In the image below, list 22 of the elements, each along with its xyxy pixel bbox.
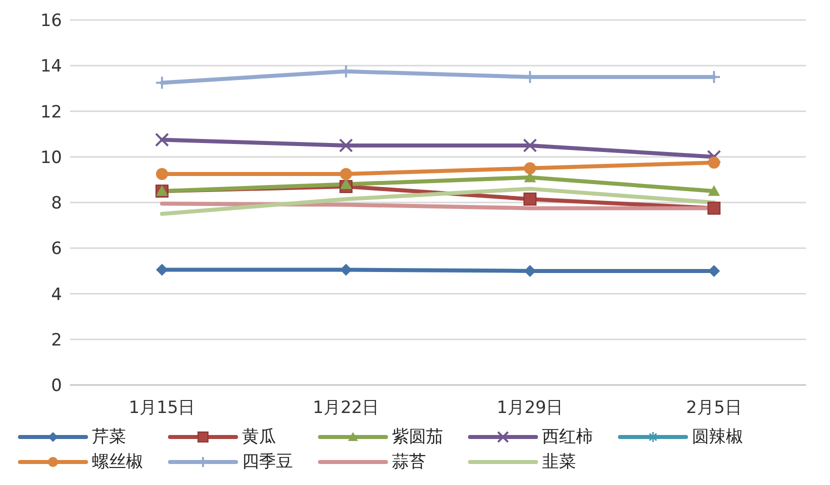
- x-tick-label: 2月5日: [686, 398, 742, 418]
- x-tick-label: 1月22日: [312, 398, 380, 418]
- legend-label: 圆辣椒: [692, 426, 743, 448]
- legend-label: 芹菜: [92, 426, 126, 448]
- y-tick-label: 6: [51, 239, 62, 260]
- x-tick-label: 1月15日: [128, 398, 196, 418]
- legend-label: 四季豆: [242, 451, 293, 473]
- y-tick-label: 4: [51, 284, 62, 305]
- legend-label: 西红柿: [542, 426, 593, 448]
- legend-label: 黄瓜: [242, 426, 276, 448]
- y-tick-label: 16: [40, 11, 62, 32]
- y-tick-label: 12: [40, 102, 62, 122]
- y-tick-label: 10: [40, 148, 62, 168]
- legend-label: 紫圆茄: [392, 426, 443, 448]
- y-tick-label: 8: [51, 194, 62, 214]
- y-tick-label: 0: [51, 376, 62, 396]
- y-tick-label: 14: [40, 56, 62, 77]
- legend-label: 螺丝椒: [92, 451, 143, 473]
- legend-label: 韭菜: [542, 451, 576, 473]
- x-tick-label: 1月29日: [496, 398, 564, 418]
- legend-label: 蒜苔: [392, 451, 426, 473]
- y-tick-label: 2: [51, 330, 62, 350]
